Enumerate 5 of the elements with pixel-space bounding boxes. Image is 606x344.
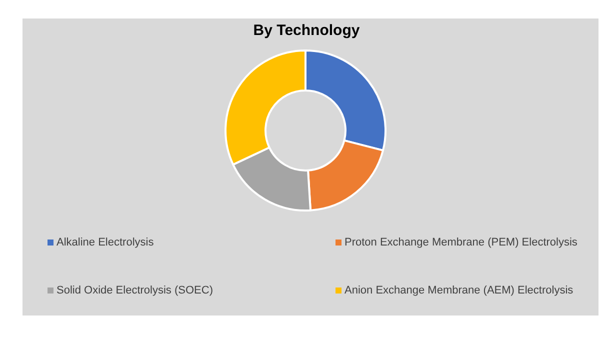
legend-label: Solid Oxide Electrolysis (SOEC) xyxy=(56,284,213,296)
legend-label: Alkaline Electrolysis xyxy=(56,236,154,248)
legend-label: Proton Exchange Membrane (PEM) Electrolysis xyxy=(344,236,578,248)
chart-title: By Technology xyxy=(253,22,360,39)
legend-label: Anion Exchange Membrane (AEM) Electrolysis xyxy=(344,284,574,296)
